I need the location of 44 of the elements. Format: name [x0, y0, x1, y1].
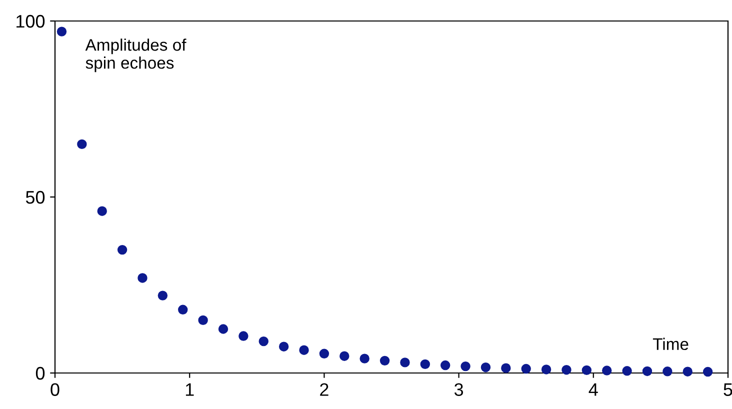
- point: [138, 273, 148, 283]
- point: [682, 366, 692, 376]
- x-tick-label: 4: [588, 383, 598, 396]
- point: [319, 348, 330, 358]
- point: [178, 304, 188, 314]
- point: [198, 315, 208, 326]
- point: [340, 351, 350, 361]
- point: [56, 26, 67, 36]
- point: [521, 364, 531, 374]
- point: [582, 365, 592, 376]
- point: [420, 359, 430, 370]
- y-tick-label: 50: [26, 190, 45, 204]
- point: [360, 354, 370, 364]
- point: [218, 324, 228, 334]
- point: [662, 366, 672, 376]
- point: [278, 342, 289, 352]
- point: [460, 361, 470, 372]
- point: [97, 206, 107, 216]
- point: [702, 366, 713, 377]
- x-tick-label: 3: [454, 383, 464, 396]
- point: [501, 363, 511, 373]
- point: [77, 139, 87, 150]
- point: [158, 290, 168, 300]
- point: [642, 366, 652, 376]
- point: [400, 358, 410, 368]
- point: [622, 366, 632, 376]
- x-tick-label: 0: [50, 383, 60, 396]
- point: [258, 336, 268, 346]
- x-tick-label: 2: [320, 383, 328, 396]
- point: [380, 356, 390, 366]
- annotation: Amplitudes of spin echoes: [85, 38, 186, 72]
- x-axis-title: Time: [652, 338, 688, 350]
- point: [480, 362, 491, 372]
- y-tick-label: 0: [36, 366, 45, 380]
- x-tick-label: 5: [724, 383, 732, 396]
- point: [238, 331, 248, 341]
- point: [602, 366, 612, 376]
- point: [299, 345, 309, 355]
- point: [117, 244, 128, 255]
- point: [562, 364, 572, 375]
- y-tick-label: 100: [16, 14, 45, 28]
- point: [440, 360, 450, 370]
- x-tick-label: 1: [186, 383, 194, 396]
- point: [541, 364, 552, 374]
